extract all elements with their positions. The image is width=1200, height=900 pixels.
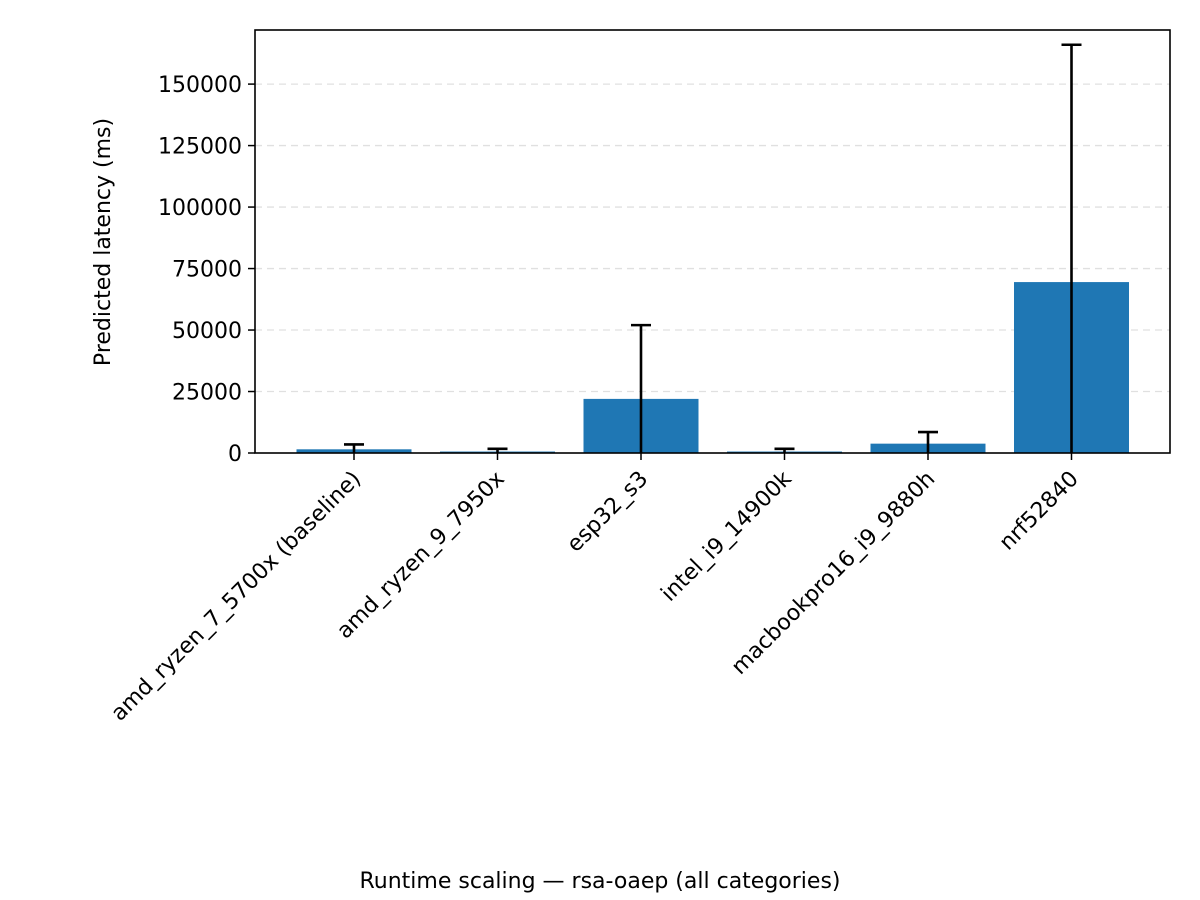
x-tick-label: esp32_s3 [562,467,653,558]
error-bar-layer [344,43,1082,453]
y-tick-label: 75000 [172,258,242,283]
y-tick-layer: 0 25000 50000 75000 100000 125000 150000 [158,73,255,467]
plot-frame [254,29,1171,454]
y-tick-label: 0 [228,442,242,467]
y-tick-label: 25000 [172,381,242,406]
y-tick-label: 150000 [158,73,242,98]
x-tick-label: nrf52840 [995,467,1084,556]
x-tick-label: intel_i9_14900k [657,466,797,606]
chart-caption: Runtime scaling — rsa-oaep (all categori… [360,869,841,894]
x-tick-label: amd_ryzen_9_7950x [332,467,509,644]
y-tick-label: 50000 [172,319,242,344]
bar-layer [296,282,1129,453]
y-tick-label: 125000 [158,135,242,160]
y-axis-label: Predicted latency (ms) [91,118,116,366]
y-tick-label: 100000 [158,196,242,221]
x-tick-layer: amd_ryzen_7_5700x (baseline)amd_ryzen_9_… [107,453,1084,726]
x-tick-label: amd_ryzen_7_5700x (baseline) [107,467,367,727]
